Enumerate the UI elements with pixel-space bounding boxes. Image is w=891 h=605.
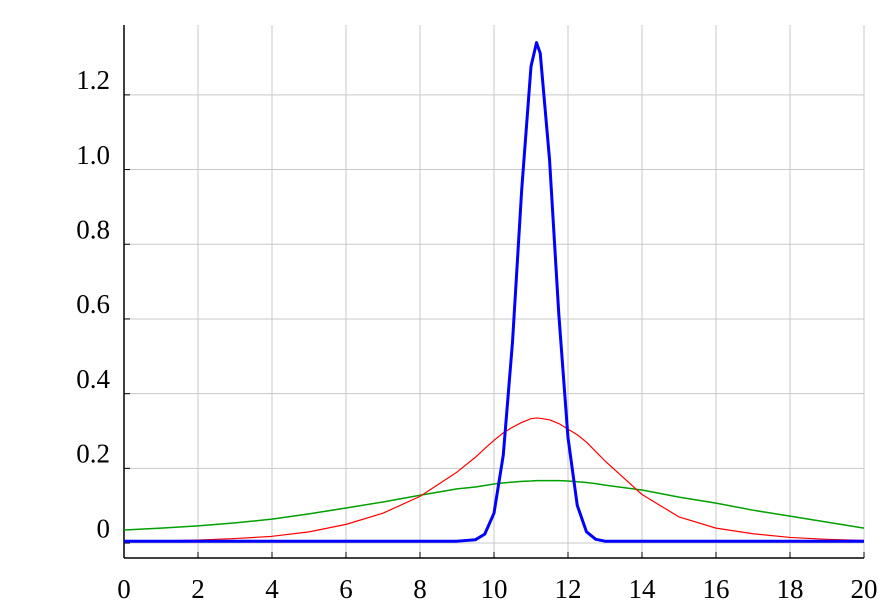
- y-tick-label: 1.2: [76, 65, 110, 95]
- x-tick-label: 12: [555, 574, 582, 604]
- y-tick-label: 0: [97, 513, 111, 543]
- x-tick-label: 10: [481, 574, 508, 604]
- x-tick-label: 16: [703, 574, 730, 604]
- x-tick-label: 8: [413, 574, 427, 604]
- x-tick-label: 2: [191, 574, 205, 604]
- y-tick-label: 0.2: [76, 439, 110, 469]
- x-tick-label: 6: [339, 574, 353, 604]
- x-tick-label: 14: [629, 574, 657, 604]
- x-tick-label: 18: [777, 574, 804, 604]
- line-series: [123, 479, 865, 531]
- x-tick-label: 20: [851, 574, 878, 604]
- line-series: [123, 417, 865, 542]
- x-tick-label: 4: [265, 574, 279, 604]
- x-tick-label: 0: [117, 574, 131, 604]
- line-series: [124, 41, 864, 543]
- y-tick-label: 0.8: [76, 214, 110, 244]
- y-tick-label: 1.0: [76, 140, 110, 170]
- y-tick-label: 0.6: [76, 289, 110, 319]
- y-tick-label: 0.4: [76, 364, 110, 394]
